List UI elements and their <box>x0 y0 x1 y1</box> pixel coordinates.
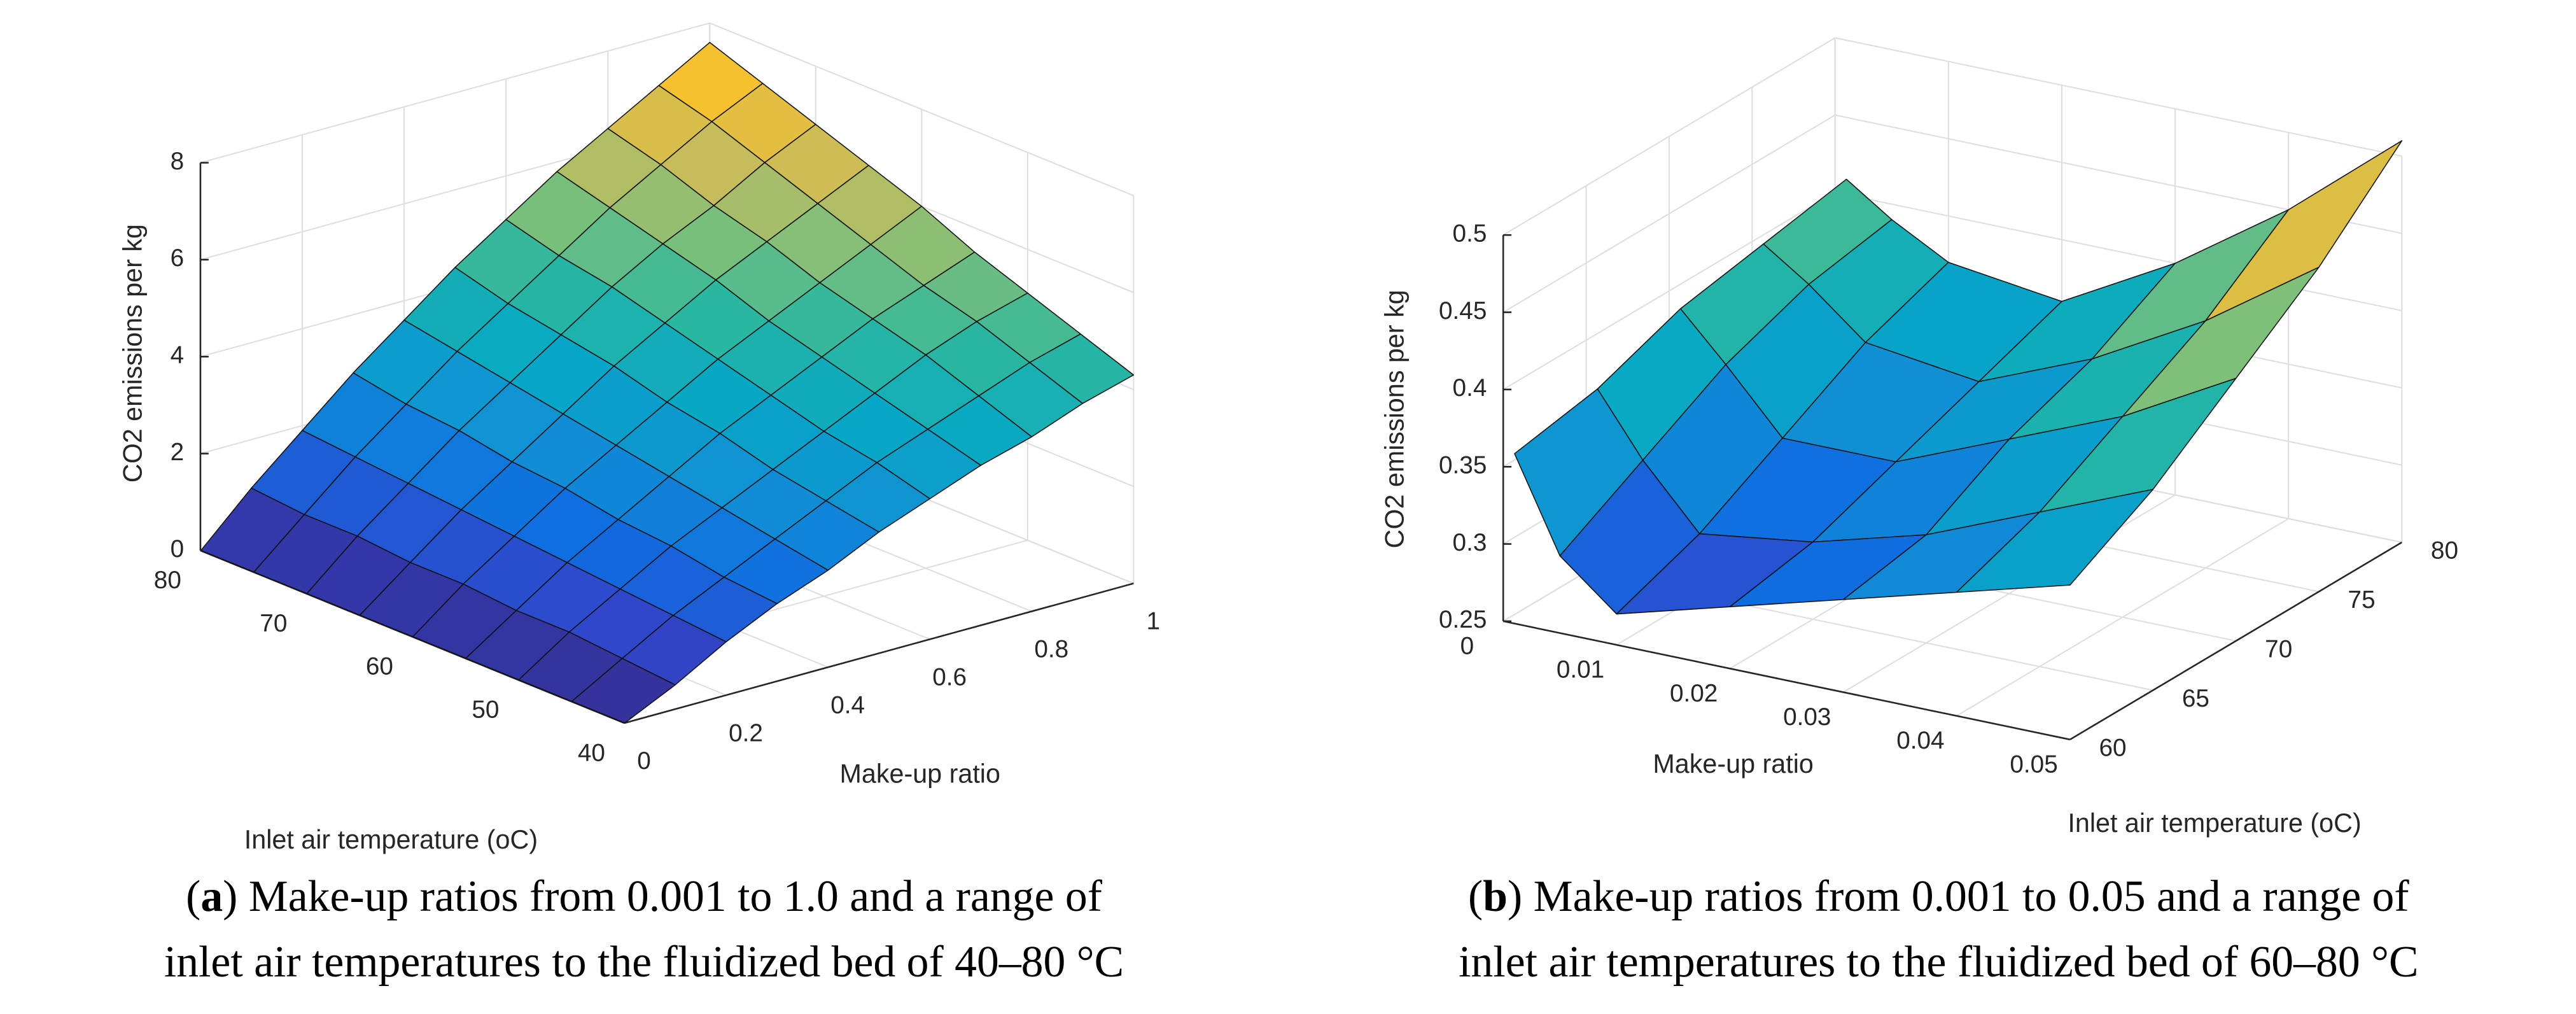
z-tick-label: 2 <box>171 439 185 466</box>
grid-line <box>1835 37 2402 157</box>
z-tick-label: 0.3 <box>1453 529 1487 556</box>
surface-cell <box>2205 140 2403 321</box>
caption-label: a <box>200 872 223 921</box>
y-tick-label: 70 <box>260 610 287 637</box>
x-axis <box>1502 620 2071 741</box>
caption-line: inlet air temperatures to the fluidized … <box>164 938 1124 987</box>
z-axis-label: CO2 emissions per kg <box>118 224 148 482</box>
x-tick-label: 0 <box>1460 632 1474 659</box>
y-tick-label: 75 <box>2348 586 2376 614</box>
surface-cell <box>1956 489 2154 593</box>
y-tick-label: 80 <box>154 567 181 594</box>
y-tick-label: 40 <box>578 739 605 766</box>
caption-line: inlet air temperatures to the fluidized … <box>1459 938 2418 987</box>
x-tick-label: 0.4 <box>830 691 865 719</box>
x-tick-label: 0.6 <box>932 664 967 691</box>
x-tick-label: 0.8 <box>1034 636 1068 663</box>
z-tick-label: 0.35 <box>1439 451 1487 479</box>
y-tick-label: 60 <box>366 653 393 680</box>
y-axis-label: Inlet air temperature (oC) <box>244 825 538 854</box>
grid-line <box>1502 37 1836 236</box>
y-tick-label: 50 <box>472 696 499 724</box>
x-tick-label: 0.03 <box>1783 703 1831 731</box>
caption: (a) Make-up ratios from 0.001 to 1.0 and… <box>186 872 1103 921</box>
x-axis <box>624 582 1134 724</box>
z-axis-label: CO2 emissions per kg <box>1380 290 1409 548</box>
grid-line <box>1502 192 1836 390</box>
x-tick-label: 0.2 <box>729 719 763 747</box>
grid-line <box>709 22 1134 197</box>
z-tick-label: 0.25 <box>1439 606 1487 633</box>
z-tick-label: 0 <box>171 535 185 563</box>
x-axis-label: Make-up ratio <box>839 759 1000 789</box>
x-tick-label: 0.04 <box>1896 727 1944 754</box>
y-axis <box>2069 541 2403 740</box>
y-tick-label: 80 <box>2431 537 2458 565</box>
y-axis-label: Inlet air temperature (oC) <box>2068 808 2361 838</box>
chart: 0.25 0.3 0.35 0.4 0.45 0.5 0 0.01 0.02 0.03 0.04 0.… <box>1380 37 2458 987</box>
grid-line <box>1835 192 2402 312</box>
x-tick-label: 0.05 <box>2010 750 2057 778</box>
z-tick-label: 4 <box>171 342 185 369</box>
x-tick-label: 0 <box>637 747 651 775</box>
caption-text: ) Make-up ratios from 0.001 to 1.0 and a… <box>223 872 1103 921</box>
grid-line <box>200 22 710 164</box>
caption: (b) Make-up ratios from 0.001 to 0.05 an… <box>1468 872 2409 921</box>
caption-label: b <box>1483 872 1508 921</box>
x-tick-label: 1 <box>1147 608 1161 635</box>
surface-cell <box>571 658 676 724</box>
x-tick-label: 0.02 <box>1670 680 1718 707</box>
z-tick-label: 0.45 <box>1439 297 1487 325</box>
z-tick-label: 6 <box>171 244 185 272</box>
y-tick-label: 65 <box>2182 685 2209 712</box>
caption-text: ) Make-up ratios from 0.001 to 0.05 and … <box>1508 872 2409 921</box>
caption-open: ( <box>186 872 200 921</box>
grid-line <box>1502 114 1836 313</box>
x-axis-label: Make-up ratio <box>1653 749 1813 778</box>
x-tick-label: 0.01 <box>1557 656 1604 684</box>
y-tick-label: 70 <box>2265 636 2292 663</box>
z-tick-label: 8 <box>171 148 185 175</box>
y-tick-label: 60 <box>2099 735 2126 762</box>
z-tick-label: 0.5 <box>1453 220 1487 247</box>
caption-open: ( <box>1468 872 1483 921</box>
z-tick-label: 0.4 <box>1453 374 1487 402</box>
